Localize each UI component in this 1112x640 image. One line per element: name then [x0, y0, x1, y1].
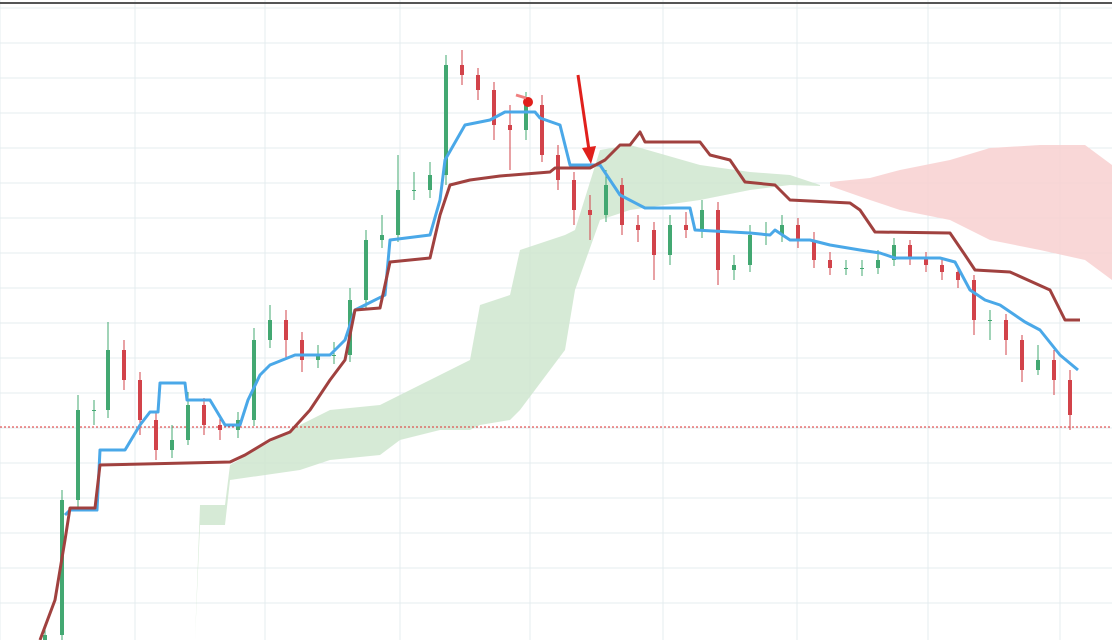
- candle-body: [860, 268, 864, 269]
- candle-body: [284, 320, 288, 340]
- candle-body: [956, 272, 960, 280]
- candle-body: [154, 420, 158, 450]
- candle-body: [684, 225, 688, 230]
- cloud: [195, 145, 820, 640]
- candle-body: [252, 340, 256, 420]
- arrow-head: [582, 146, 596, 164]
- candle-body: [1052, 360, 1056, 380]
- candle-body: [572, 180, 576, 210]
- candle-body: [76, 410, 80, 500]
- candle-body: [60, 500, 64, 635]
- candle-body: [106, 350, 110, 410]
- marker: [523, 97, 533, 107]
- candle-body: [780, 225, 784, 235]
- candle-body: [588, 210, 592, 215]
- candle-body: [122, 350, 126, 380]
- candle-body: [412, 190, 416, 191]
- candle-body: [908, 245, 912, 258]
- cloud-layer: [195, 145, 1112, 640]
- candle-body: [138, 380, 142, 420]
- arrow-shaft: [576, 74, 591, 151]
- candle-body: [636, 225, 640, 230]
- candle-body: [186, 405, 190, 440]
- candle-body: [1068, 380, 1072, 415]
- candle-body: [732, 265, 736, 270]
- candle-body: [876, 260, 880, 268]
- candle-body: [668, 225, 672, 255]
- marker-tail: [515, 93, 527, 100]
- candle-body: [1036, 360, 1040, 370]
- candle-body: [460, 65, 464, 75]
- candle-body: [924, 258, 928, 265]
- candle-body: [43, 635, 47, 640]
- cloud: [830, 145, 1112, 280]
- indicator-line: [38, 130, 1080, 640]
- candle-body: [202, 405, 206, 425]
- candle-body: [700, 210, 704, 230]
- indicator-line: [63, 110, 1079, 517]
- candle-body: [364, 240, 368, 300]
- line-layer: [38, 110, 1080, 640]
- candle-body: [524, 105, 528, 130]
- candle-body: [796, 225, 800, 240]
- candle-body: [170, 440, 174, 450]
- candle-body: [972, 280, 976, 320]
- candle-body: [892, 245, 896, 260]
- candle-body: [652, 230, 656, 255]
- candle-body: [940, 265, 944, 272]
- candle-body: [812, 240, 816, 260]
- candle-body: [332, 355, 336, 356]
- candle-body: [540, 105, 544, 155]
- candle-body: [476, 75, 480, 90]
- candle-body: [268, 320, 272, 340]
- candle-body: [844, 268, 848, 269]
- candle-body: [620, 185, 624, 225]
- candle-body: [716, 210, 720, 270]
- candle-body: [828, 260, 832, 268]
- candle-body: [1004, 320, 1008, 340]
- candle-body: [92, 410, 96, 411]
- candle-body: [444, 65, 448, 175]
- candle-body: [492, 90, 496, 125]
- candle-body: [300, 340, 304, 360]
- candle-body: [218, 425, 222, 430]
- candle-body: [1020, 340, 1024, 370]
- candle-body: [428, 175, 432, 190]
- candle-body: [380, 235, 384, 240]
- candle-body: [604, 185, 608, 215]
- candle-body: [748, 235, 752, 265]
- candle-body: [508, 125, 512, 130]
- candle-body: [988, 320, 992, 321]
- candle-body: [316, 355, 320, 360]
- candle-body: [396, 190, 400, 235]
